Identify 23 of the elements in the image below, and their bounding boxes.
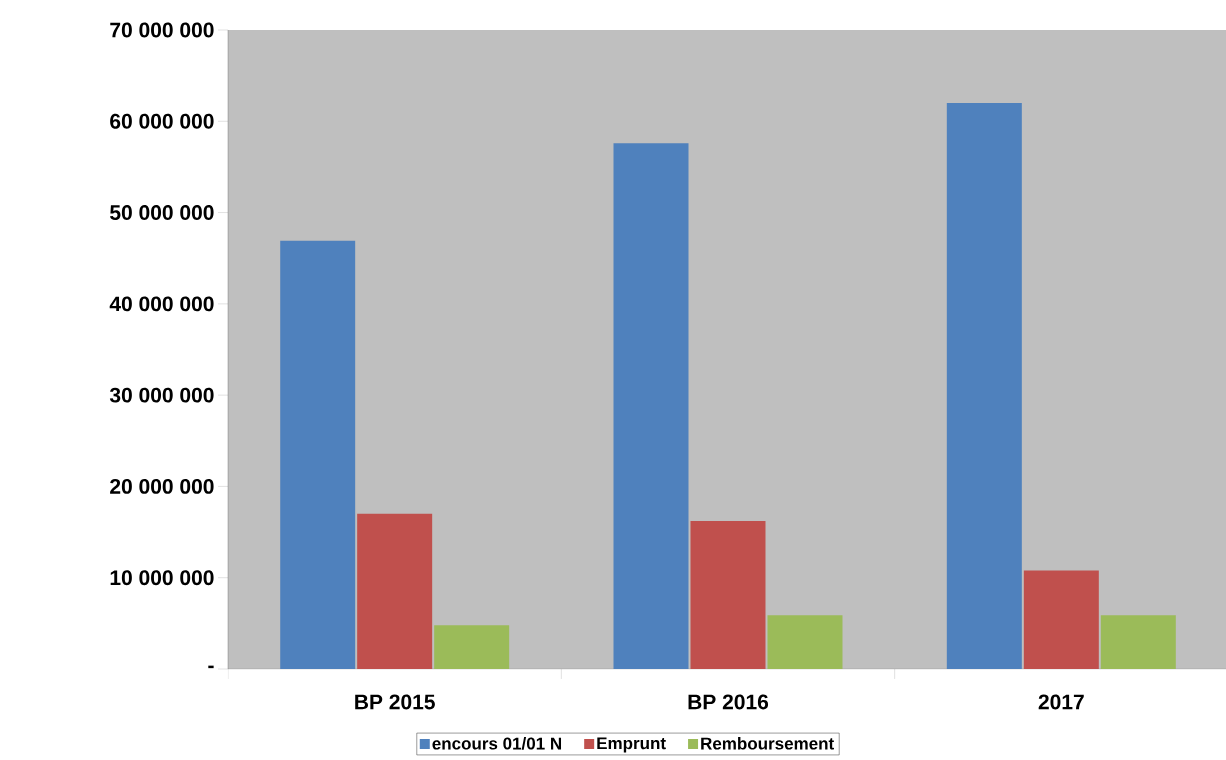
y-tick-label: 10 000 000: [110, 570, 214, 586]
bar: [1023, 570, 1099, 669]
x-tick-label: BP 2016: [688, 694, 769, 710]
x-tick-label: BP 2015: [355, 694, 435, 710]
bar: [357, 513, 433, 669]
y-tick-label: -: [208, 665, 214, 669]
bar: [280, 240, 356, 669]
bar: [434, 625, 510, 669]
y-tick-label: 70 000 000: [110, 22, 214, 38]
y-tick-label: 50 000 000: [110, 205, 214, 220]
y-tick-label: 30 000 000: [109, 387, 214, 403]
bar: [946, 103, 1022, 669]
bar: [1100, 615, 1176, 669]
legend-label: encours 01/01 N: [432, 737, 562, 750]
bar: [613, 143, 689, 669]
y-tick-label: 20 000 000: [110, 478, 214, 494]
legend-label: Emprunt: [597, 737, 666, 753]
legend-label: Remboursement: [701, 737, 834, 750]
y-tick-label: 40 000 000: [109, 296, 214, 312]
bar: [767, 615, 843, 669]
y-tick-label: 60 000 000: [110, 113, 214, 129]
x-tick-label: 2017: [1038, 694, 1084, 710]
bar: [690, 521, 766, 669]
